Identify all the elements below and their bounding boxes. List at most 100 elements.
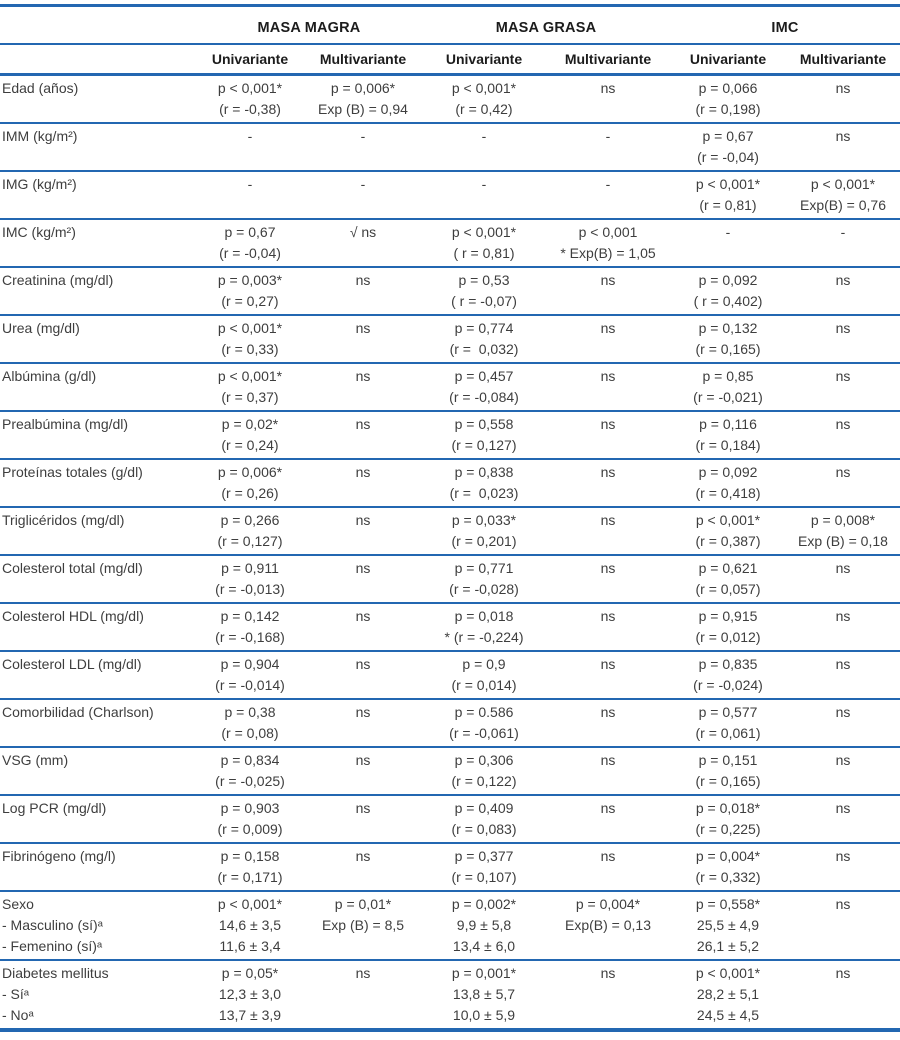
data-cell: ns [786, 267, 900, 316]
data-cell: p < 0,001* (r = -0,38) [196, 74, 304, 124]
row-label: Edad (años) [0, 74, 196, 124]
regression-results-table: MASA MAGRA MASA GRASA IMC Univariante Mu… [0, 4, 900, 1032]
data-cell: p = 0,158 (r = 0,171) [196, 843, 304, 892]
data-cell: ns [304, 843, 422, 892]
table-row: Proteínas totales (g/dl) p = 0,006* (r = 0… [0, 459, 900, 508]
table-row: Urea (mg/dl) p < 0,001* (r = 0,33) ns p = 0,… [0, 315, 900, 364]
subheader-row: Univariante Multivariante Univariante Mu… [0, 44, 900, 76]
data-cell: p = 0,911 (r = -0,013) [196, 555, 304, 604]
table-row: Colesterol total (mg/dl) p = 0,911 (r = -0… [0, 555, 900, 604]
data-cell: p = 0,008* Exp (B) = 0,18 [786, 507, 900, 556]
data-cell: p < 0,001 * Exp(B) = 1,05 [546, 219, 670, 268]
data-cell: ns [546, 267, 670, 316]
data-cell: p = 0,001* 13,8 ± 5,7 10,0 ± 5,9 [422, 960, 546, 1032]
data-cell: ns [546, 459, 670, 508]
subheader-multivariante: Multivariante [786, 44, 900, 76]
data-cell: p = 0,306 (r = 0,122) [422, 747, 546, 796]
data-cell: ns [786, 891, 900, 961]
data-cell: p < 0,001* 14,6 ± 3,5 11,6 ± 3,4 [196, 891, 304, 961]
data-cell: ns [304, 411, 422, 460]
table-row: Colesterol HDL (mg/dl) p = 0,142 (r = -0,1… [0, 603, 900, 652]
data-cell: ns [786, 747, 900, 796]
data-cell: p = 0,834 (r = -0,025) [196, 747, 304, 796]
data-cell: p < 0,001* (r = 0,387) [670, 507, 786, 556]
data-cell: p = 0,266 (r = 0,127) [196, 507, 304, 556]
data-cell: ns [546, 363, 670, 412]
subheader-univariante: Univariante [196, 44, 304, 76]
data-cell: - [546, 123, 670, 172]
row-label: VSG (mm) [0, 747, 196, 796]
data-cell: ns [546, 747, 670, 796]
subheader-multivariante: Multivariante [304, 44, 422, 76]
data-cell: ns [546, 843, 670, 892]
data-cell: ns [546, 411, 670, 460]
data-cell: - [670, 219, 786, 268]
data-cell: p < 0,001*( r = 0,81) [422, 219, 546, 268]
data-cell: p = 0,915 (r = 0,012) [670, 603, 786, 652]
data-cell: - [196, 123, 304, 172]
row-label: Fibrinógeno (mg/l) [0, 843, 196, 892]
group-header-masa-grasa: MASA GRASA [422, 4, 670, 45]
data-cell: p = 0,01* Exp (B) = 8,5 [304, 891, 422, 961]
data-cell: ns [546, 651, 670, 700]
data-cell: p = 0,457 (r = -0,084) [422, 363, 546, 412]
row-label: Colesterol LDL (mg/dl) [0, 651, 196, 700]
table-row: Creatinina (mg/dl) p = 0,003* (r = 0,27) ns… [0, 267, 900, 316]
data-cell: p = 0,377 (r = 0,107) [422, 843, 546, 892]
table-row: Triglicéridos (mg/dl) p = 0,266 (r = 0,127… [0, 507, 900, 556]
row-label: Colesterol total (mg/dl) [0, 555, 196, 604]
data-cell: ns [786, 699, 900, 748]
data-cell: p = 0,006* (r = 0,26) [196, 459, 304, 508]
row-label: Log PCR (mg/dl) [0, 795, 196, 844]
data-cell: ns [546, 315, 670, 364]
data-cell: ns [304, 507, 422, 556]
data-cell: p = 0,38 (r = 0,08) [196, 699, 304, 748]
data-cell: - [422, 171, 546, 220]
data-cell: ns [546, 795, 670, 844]
data-cell: ns [786, 651, 900, 700]
data-cell: ns [304, 795, 422, 844]
data-cell: ns [304, 699, 422, 748]
table-row: IMG (kg/m²) - - - - p < 0,001* (r = 0,81) p < 0… [0, 171, 900, 220]
table-row: IMC (kg/m²) p = 0,67 (r = -0,04) √ ns p < 0,… [0, 219, 900, 268]
data-cell: ns [786, 795, 900, 844]
data-cell: p = 0,771 (r = -0,028) [422, 555, 546, 604]
data-cell: p = 0,904 (r = -0,014) [196, 651, 304, 700]
table-row: Comorbilidad (Charlson) p = 0,38 (r = 0,08… [0, 699, 900, 748]
data-cell: p = 0,003* (r = 0,27) [196, 267, 304, 316]
row-label: Creatinina (mg/dl) [0, 267, 196, 316]
data-cell: ns [304, 603, 422, 652]
data-cell: - [786, 219, 900, 268]
row-label: Comorbilidad (Charlson) [0, 699, 196, 748]
data-cell: p = 0,142 (r = -0,168) [196, 603, 304, 652]
data-cell: p = 0,018 * (r = -0,224) [422, 603, 546, 652]
table-row: Diabetes mellitus - Síᵃ - Noᵃ p = 0,05* 12,3… [0, 960, 900, 1032]
data-cell: - [304, 123, 422, 172]
row-label: Triglicéridos (mg/dl) [0, 507, 196, 556]
data-cell: ns [786, 411, 900, 460]
data-cell: p = 0.586 (r = -0,061) [422, 699, 546, 748]
data-cell: ns [786, 363, 900, 412]
data-cell: p = 0,53( r = -0,07) [422, 267, 546, 316]
corner-cell [0, 4, 196, 45]
data-cell: p = 0,577 (r = 0,061) [670, 699, 786, 748]
data-cell: ns [304, 459, 422, 508]
table-row: Colesterol LDL (mg/dl) p = 0,904 (r = -0,0… [0, 651, 900, 700]
data-cell: ns [786, 74, 900, 124]
data-cell: p = 0,033* (r = 0,201) [422, 507, 546, 556]
table-row: Log PCR (mg/dl) p = 0,903 (r = 0,009) ns p =… [0, 795, 900, 844]
data-cell: p = 0,066 (r = 0,198) [670, 74, 786, 124]
row-label: Albúmina (g/dl) [0, 363, 196, 412]
data-cell: ns [304, 960, 422, 1032]
data-cell: p = 0,02* (r = 0,24) [196, 411, 304, 460]
data-cell: ns [304, 651, 422, 700]
row-label: IMM (kg/m²) [0, 123, 196, 172]
data-cell: p = 0,558 (r = 0,127) [422, 411, 546, 460]
data-cell: p = 0,05* 12,3 ± 3,0 13,7 ± 3,9 [196, 960, 304, 1032]
data-cell: ns [786, 843, 900, 892]
data-cell: p = 0,838 (r = 0,023) [422, 459, 546, 508]
data-cell: ns [304, 555, 422, 604]
row-label: Sexo - Masculino (sí)ᵃ - Femenino (sí)ᵃ [0, 891, 196, 961]
data-cell: p = 0,409 (r = 0,083) [422, 795, 546, 844]
